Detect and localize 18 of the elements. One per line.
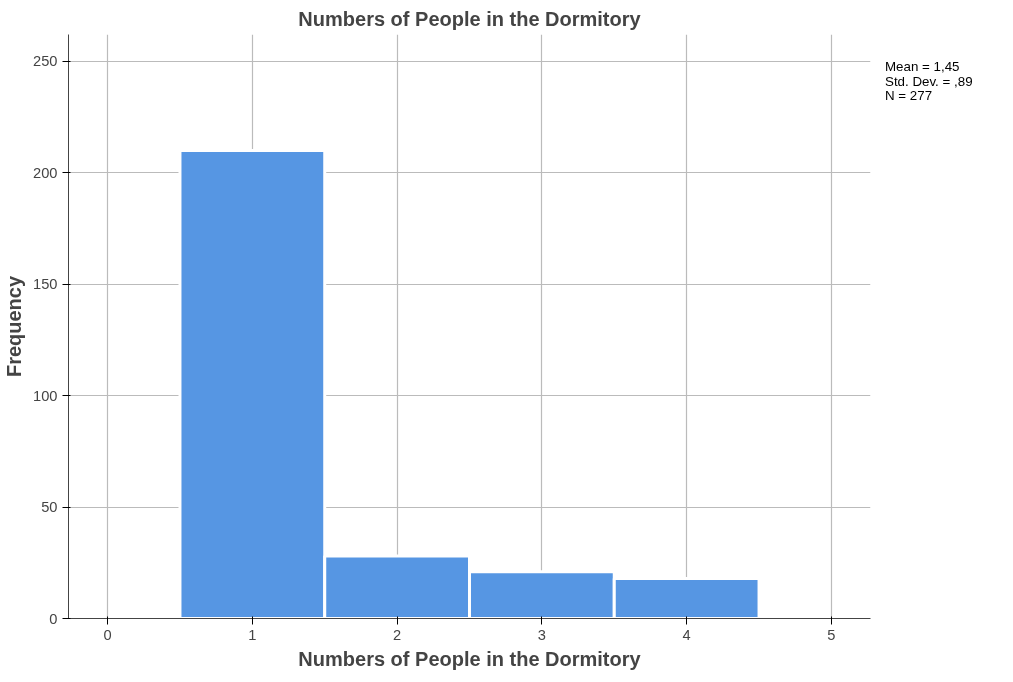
y-tick-label: 150 xyxy=(33,276,58,293)
x-tick-label: 5 xyxy=(827,626,836,643)
y-tick-label: 250 xyxy=(33,53,58,70)
y-tick-label: 200 xyxy=(33,164,58,181)
x-axis-title: Numbers of People in the Dormitory xyxy=(298,647,642,670)
x-tick-label: 2 xyxy=(393,626,402,643)
y-tick-label: 0 xyxy=(49,610,58,627)
text: Std. Dev. = ,89 xyxy=(885,73,973,89)
x-tick-label: 3 xyxy=(537,626,546,643)
y-axis-title: Frequency xyxy=(3,275,26,378)
x-tick-label: 1 xyxy=(248,626,257,643)
y-tick-label: 100 xyxy=(33,387,58,404)
x-tick-label: 4 xyxy=(682,626,691,643)
chart-title: Numbers of People in the Dormitory xyxy=(298,7,642,30)
y-tick-label: 50 xyxy=(41,499,58,516)
x-tick-label: 0 xyxy=(103,626,112,643)
text: N = 277 xyxy=(885,88,933,104)
text: Mean = 1,45 xyxy=(885,59,960,74)
